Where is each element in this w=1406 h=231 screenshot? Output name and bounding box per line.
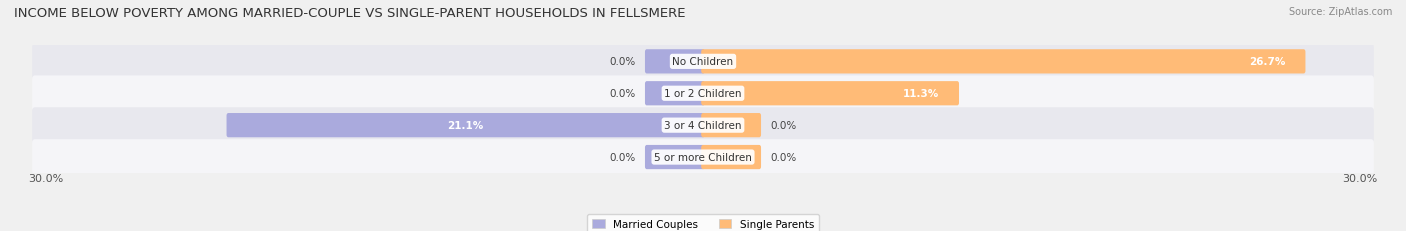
Legend: Married Couples, Single Parents: Married Couples, Single Parents xyxy=(586,214,820,231)
FancyBboxPatch shape xyxy=(226,113,704,138)
Text: 5 or more Children: 5 or more Children xyxy=(654,152,752,162)
FancyBboxPatch shape xyxy=(645,50,704,74)
Text: 3 or 4 Children: 3 or 4 Children xyxy=(664,121,742,131)
Text: 30.0%: 30.0% xyxy=(28,173,63,183)
Text: No Children: No Children xyxy=(672,57,734,67)
Text: 11.3%: 11.3% xyxy=(903,89,939,99)
FancyBboxPatch shape xyxy=(32,76,1374,112)
Text: 0.0%: 0.0% xyxy=(609,89,636,99)
Text: INCOME BELOW POVERTY AMONG MARRIED-COUPLE VS SINGLE-PARENT HOUSEHOLDS IN FELLSME: INCOME BELOW POVERTY AMONG MARRIED-COUPL… xyxy=(14,7,686,20)
FancyBboxPatch shape xyxy=(702,113,761,138)
Text: Source: ZipAtlas.com: Source: ZipAtlas.com xyxy=(1288,7,1392,17)
FancyBboxPatch shape xyxy=(645,145,704,170)
Text: 0.0%: 0.0% xyxy=(770,121,797,131)
FancyBboxPatch shape xyxy=(645,82,704,106)
FancyBboxPatch shape xyxy=(32,140,1374,175)
Text: 21.1%: 21.1% xyxy=(447,121,484,131)
Text: 26.7%: 26.7% xyxy=(1250,57,1285,67)
Text: 0.0%: 0.0% xyxy=(609,57,636,67)
Text: 1 or 2 Children: 1 or 2 Children xyxy=(664,89,742,99)
FancyBboxPatch shape xyxy=(702,50,1305,74)
FancyBboxPatch shape xyxy=(32,108,1374,143)
Text: 30.0%: 30.0% xyxy=(1343,173,1378,183)
FancyBboxPatch shape xyxy=(702,145,761,170)
FancyBboxPatch shape xyxy=(32,44,1374,80)
Text: 0.0%: 0.0% xyxy=(609,152,636,162)
Text: 0.0%: 0.0% xyxy=(770,152,797,162)
FancyBboxPatch shape xyxy=(702,82,959,106)
